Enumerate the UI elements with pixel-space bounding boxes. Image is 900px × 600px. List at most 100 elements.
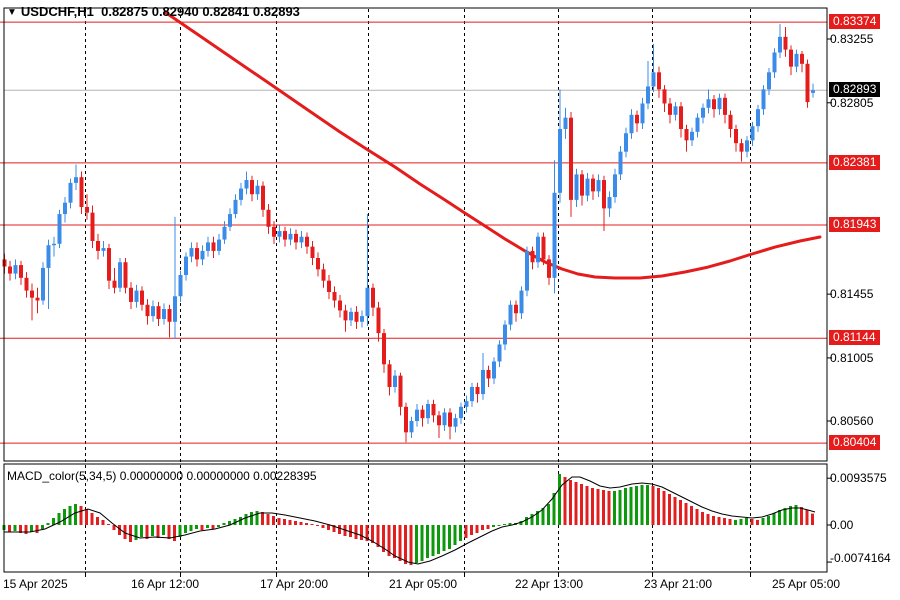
candle[interactable]	[184, 256, 188, 276]
candle[interactable]	[778, 36, 782, 53]
candle[interactable]	[35, 297, 40, 301]
candle[interactable]	[222, 226, 227, 240]
candle[interactable]	[481, 369, 485, 395]
candle[interactable]	[811, 90, 815, 93]
candle[interactable]	[134, 290, 139, 302]
candle[interactable]	[739, 143, 744, 152]
candle[interactable]	[431, 403, 436, 416]
candle[interactable]	[85, 206, 89, 213]
candle[interactable]	[679, 106, 683, 130]
candle[interactable]	[145, 304, 150, 317]
candle[interactable]	[712, 99, 716, 110]
candle[interactable]	[162, 309, 166, 319]
candle[interactable]	[536, 236, 540, 263]
candle[interactable]	[8, 266, 12, 274]
candle[interactable]	[255, 185, 260, 195]
candle[interactable]	[327, 280, 331, 293]
time-axis-label[interactable]: 15 Apr 2025	[3, 577, 68, 591]
candle[interactable]	[52, 243, 56, 246]
candle[interactable]	[123, 262, 128, 288]
candle[interactable]	[195, 248, 199, 260]
candle[interactable]	[525, 250, 529, 291]
candle[interactable]	[305, 236, 309, 247]
candle[interactable]	[596, 180, 601, 192]
candle[interactable]	[437, 415, 441, 426]
candle[interactable]	[772, 52, 777, 73]
candle[interactable]	[541, 236, 546, 260]
candle[interactable]	[442, 412, 447, 426]
candle[interactable]	[261, 185, 265, 210]
candle[interactable]	[398, 375, 403, 407]
candle[interactable]	[618, 151, 623, 175]
candle[interactable]	[629, 114, 634, 134]
candle[interactable]	[316, 257, 320, 270]
candle[interactable]	[382, 333, 386, 365]
candle[interactable]	[789, 49, 793, 67]
candle[interactable]	[657, 72, 661, 90]
candle[interactable]	[233, 199, 238, 215]
time-axis-label[interactable]: 23 Apr 21:00	[644, 577, 713, 591]
candle[interactable]	[277, 231, 282, 237]
candle[interactable]	[470, 386, 474, 402]
candle[interactable]	[360, 316, 364, 322]
candle[interactable]	[563, 117, 568, 130]
candle[interactable]	[800, 53, 804, 64]
candle[interactable]	[602, 180, 606, 209]
candle[interactable]	[228, 214, 232, 227]
candle[interactable]	[349, 311, 353, 321]
candle[interactable]	[508, 304, 513, 325]
candle[interactable]	[178, 275, 183, 297]
candle[interactable]	[453, 418, 458, 427]
candle[interactable]	[662, 89, 667, 104]
candle[interactable]	[415, 409, 419, 421]
candle[interactable]	[112, 280, 117, 288]
candle[interactable]	[767, 72, 771, 90]
candle[interactable]	[635, 114, 639, 124]
candle[interactable]	[250, 180, 254, 195]
candle[interactable]	[519, 290, 524, 314]
candle[interactable]	[475, 386, 480, 395]
candle[interactable]	[101, 248, 106, 251]
candle[interactable]	[173, 296, 177, 322]
candle[interactable]	[371, 287, 375, 308]
candle[interactable]	[756, 109, 760, 127]
candle[interactable]	[624, 133, 628, 152]
candle[interactable]	[30, 290, 34, 298]
candle[interactable]	[492, 361, 496, 379]
candle[interactable]	[728, 114, 733, 130]
candle[interactable]	[404, 406, 408, 433]
candle[interactable]	[118, 262, 122, 288]
candle[interactable]	[24, 277, 29, 291]
candle[interactable]	[206, 242, 210, 251]
candle[interactable]	[448, 412, 452, 427]
candle[interactable]	[140, 290, 144, 305]
candle[interactable]	[74, 177, 78, 183]
candle[interactable]	[107, 248, 111, 281]
candle[interactable]	[668, 103, 672, 115]
candle[interactable]	[310, 246, 315, 258]
candle[interactable]	[321, 269, 326, 281]
candle[interactable]	[283, 231, 287, 240]
candle[interactable]	[365, 287, 370, 317]
candle[interactable]	[294, 233, 298, 243]
candle[interactable]	[673, 106, 678, 115]
candle[interactable]	[266, 209, 271, 227]
candle[interactable]	[90, 212, 95, 241]
candle[interactable]	[167, 309, 172, 322]
candle[interactable]	[239, 188, 243, 200]
time-axis-label[interactable]: 17 Apr 20:00	[260, 577, 329, 591]
candle[interactable]	[299, 236, 304, 243]
candle[interactable]	[244, 180, 249, 189]
candle[interactable]	[426, 403, 430, 419]
candle[interactable]	[217, 239, 221, 251]
time-axis-label[interactable]: 21 Apr 05:00	[389, 577, 458, 591]
candle[interactable]	[189, 248, 194, 257]
candle[interactable]	[734, 129, 738, 144]
candle[interactable]	[13, 265, 18, 274]
candle[interactable]	[464, 401, 469, 407]
time-axis-label[interactable]: 25 Apr 05:00	[772, 577, 841, 591]
candle[interactable]	[717, 97, 722, 110]
candle[interactable]	[547, 259, 551, 278]
candle[interactable]	[343, 310, 348, 321]
